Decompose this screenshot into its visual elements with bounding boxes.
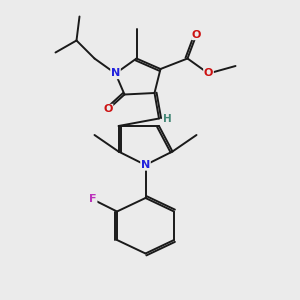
Text: H: H bbox=[163, 113, 172, 124]
Text: F: F bbox=[89, 194, 97, 205]
Text: N: N bbox=[141, 160, 150, 170]
Text: O: O bbox=[192, 29, 201, 40]
Text: O: O bbox=[204, 68, 213, 79]
Text: O: O bbox=[103, 104, 113, 115]
Text: N: N bbox=[111, 68, 120, 79]
